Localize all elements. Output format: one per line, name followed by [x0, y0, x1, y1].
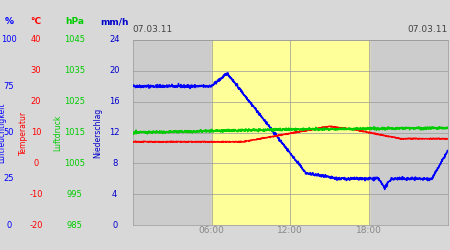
Text: -10: -10 — [29, 190, 43, 199]
Text: mm/h: mm/h — [100, 17, 129, 26]
Text: %: % — [4, 17, 13, 26]
Text: 75: 75 — [4, 82, 14, 91]
Text: Luftdruck: Luftdruck — [53, 114, 62, 151]
Text: 0: 0 — [33, 159, 39, 168]
Text: °C: °C — [31, 17, 41, 26]
Text: 8: 8 — [112, 159, 117, 168]
Text: 1005: 1005 — [64, 159, 85, 168]
Text: 995: 995 — [67, 190, 82, 199]
Text: 07.03.11: 07.03.11 — [133, 26, 173, 35]
Text: Temperatur: Temperatur — [19, 110, 28, 154]
Text: hPa: hPa — [65, 17, 84, 26]
Text: Niederschlag: Niederschlag — [94, 108, 103, 158]
Text: 12: 12 — [109, 128, 120, 137]
Text: 4: 4 — [112, 190, 117, 199]
Text: 07.03.11: 07.03.11 — [408, 26, 448, 35]
Text: 0: 0 — [6, 220, 12, 230]
Text: 0: 0 — [112, 220, 117, 230]
Text: 1015: 1015 — [64, 128, 85, 137]
Text: -20: -20 — [29, 220, 43, 230]
Text: 20: 20 — [109, 66, 120, 75]
Text: 50: 50 — [4, 128, 14, 137]
Text: 24: 24 — [109, 36, 120, 44]
Text: 25: 25 — [4, 174, 14, 183]
Text: 1025: 1025 — [64, 97, 85, 106]
Text: 30: 30 — [31, 66, 41, 75]
Text: 100: 100 — [1, 36, 17, 44]
Text: Luftfeuchtigkeit: Luftfeuchtigkeit — [0, 102, 6, 163]
Text: 40: 40 — [31, 36, 41, 44]
Text: 1045: 1045 — [64, 36, 85, 44]
Text: 16: 16 — [109, 97, 120, 106]
Text: 10: 10 — [31, 128, 41, 137]
Text: 20: 20 — [31, 97, 41, 106]
Text: 1035: 1035 — [64, 66, 85, 75]
Bar — [212, 40, 369, 225]
Text: 985: 985 — [66, 220, 82, 230]
